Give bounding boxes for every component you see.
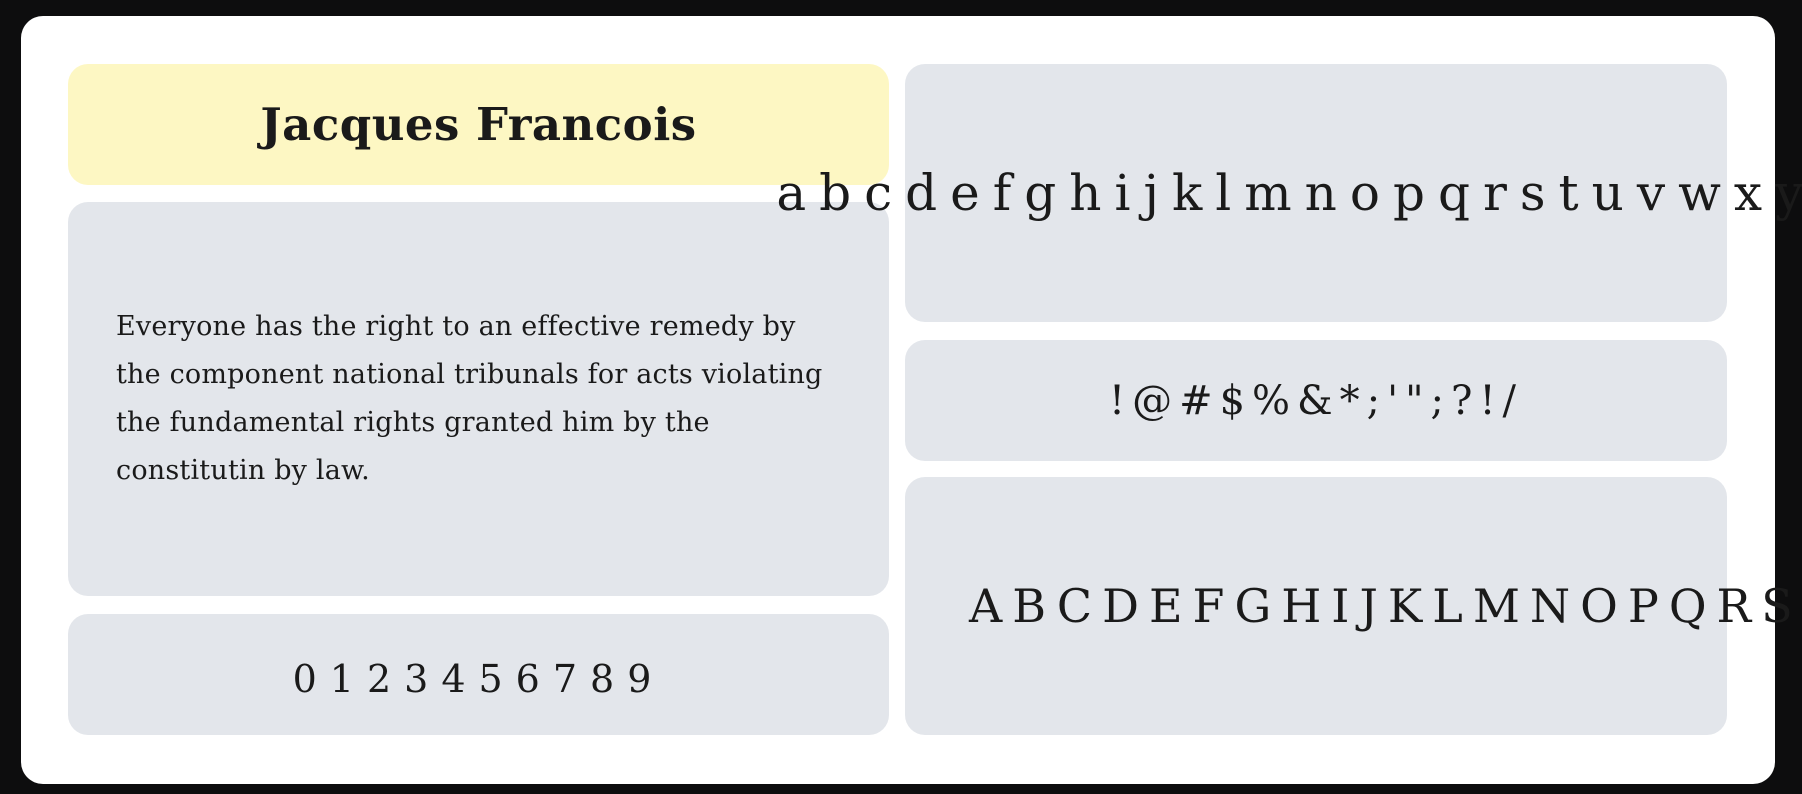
lowercase-tile: abcdefghijklmnopqrstuvwxyz: [776, 64, 1802, 322]
uppercase-tile: ABCDEFGHIJKLMNOPQRSTUVWXYZ: [905, 477, 1802, 735]
lowercase-sample: abcdefghijklmnopqrstuvwxyz: [776, 164, 1802, 222]
symbols-tile: !@#$%&*;'";?!/: [905, 340, 1727, 461]
specimen-card: Jacques Francois Everyone has the right …: [21, 16, 1802, 784]
font-title: Jacques Francois: [260, 98, 697, 151]
sample-paragraph-tile: Everyone has the right to an effective r…: [68, 202, 889, 596]
digits-tile: 0123456789: [68, 614, 889, 735]
sample-paragraph: Everyone has the right to an effective r…: [116, 311, 823, 486]
uppercase-sample: ABCDEFGHIJKLMNOPQRSTUVWXYZ: [969, 579, 1802, 633]
font-title-tile: Jacques Francois: [68, 64, 889, 185]
symbols-sample: !@#$%&*;'";?!/: [1109, 377, 1523, 424]
digits-sample: 0123456789: [292, 656, 665, 701]
